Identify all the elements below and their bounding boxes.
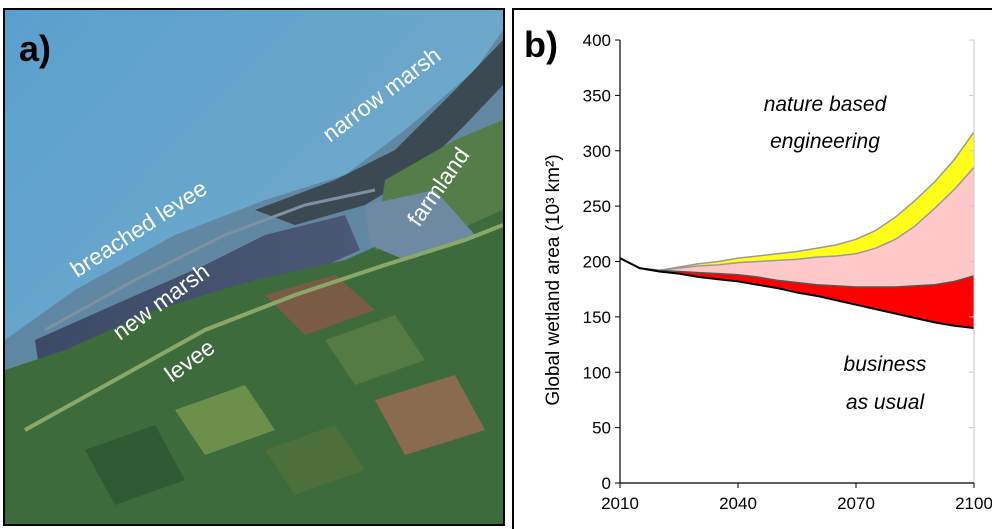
chart-areas bbox=[619, 131, 975, 329]
breached-levee-line bbox=[44, 188, 376, 332]
series-line-0 bbox=[619, 131, 975, 272]
narrow-marsh-strip bbox=[255, 40, 503, 225]
series-line-2 bbox=[619, 257, 975, 288]
series-line-1 bbox=[619, 166, 975, 272]
levee-line bbox=[24, 223, 503, 432]
farmland-patch-2 bbox=[325, 315, 425, 385]
x-tick-label-2010: 2010 bbox=[601, 494, 639, 513]
series-line-3 bbox=[619, 257, 975, 329]
annotation-business: business bbox=[844, 353, 927, 376]
x-tick-label-2040: 2040 bbox=[719, 494, 757, 513]
annotation-nature-based: nature based bbox=[764, 93, 888, 116]
area-yellow-band bbox=[620, 131, 974, 271]
y-tick-label-50: 50 bbox=[592, 419, 611, 438]
y-axis: 0 50 100 150 200 250 300 350 400 bbox=[583, 31, 975, 493]
y-tick-label-300: 300 bbox=[583, 142, 611, 161]
aerial-photo: narrow marsh breached levee farmland new… bbox=[5, 10, 503, 524]
panel-a-letter: a) bbox=[19, 28, 52, 69]
farmland-patch-6 bbox=[85, 425, 185, 505]
chart-panel: b) 0 50 100 150 200 250 300 350 400 2010 2040 2070… bbox=[512, 8, 992, 529]
farmland-patch-4 bbox=[175, 385, 275, 455]
x-tick-label-2070: 2070 bbox=[837, 494, 875, 513]
area-pink-band bbox=[620, 167, 974, 287]
y-axis-label: Global wetland area (10³ km²) bbox=[543, 154, 564, 405]
lagoon bbox=[365, 190, 475, 260]
y-tick-label-350: 350 bbox=[583, 86, 611, 105]
annotation-engineering: engineering bbox=[770, 130, 880, 153]
y-tick-label-400: 400 bbox=[583, 31, 611, 50]
farmland-patch-3 bbox=[375, 375, 485, 455]
x-axis: 2010 2040 2070 2100 bbox=[601, 482, 992, 513]
wetland-area-chart: 0 50 100 150 200 250 300 350 400 2010 2040 2070 210… bbox=[543, 31, 992, 513]
farmland-patch-5 bbox=[265, 425, 365, 495]
y-tick-label-150: 150 bbox=[583, 308, 611, 327]
aerial-photo-panel: narrow marsh breached levee farmland new… bbox=[3, 8, 505, 526]
x-tick-label-2100: 2100 bbox=[955, 494, 992, 513]
y-tick-label-200: 200 bbox=[583, 253, 611, 272]
y-tick-label-100: 100 bbox=[583, 363, 611, 382]
panel-b-letter: b) bbox=[524, 24, 558, 65]
y-tick-label-250: 250 bbox=[583, 197, 611, 216]
y-tick-label-0: 0 bbox=[602, 474, 611, 493]
annotation-as-usual: as usual bbox=[846, 391, 926, 414]
farmland-patch-1 bbox=[265, 275, 375, 335]
